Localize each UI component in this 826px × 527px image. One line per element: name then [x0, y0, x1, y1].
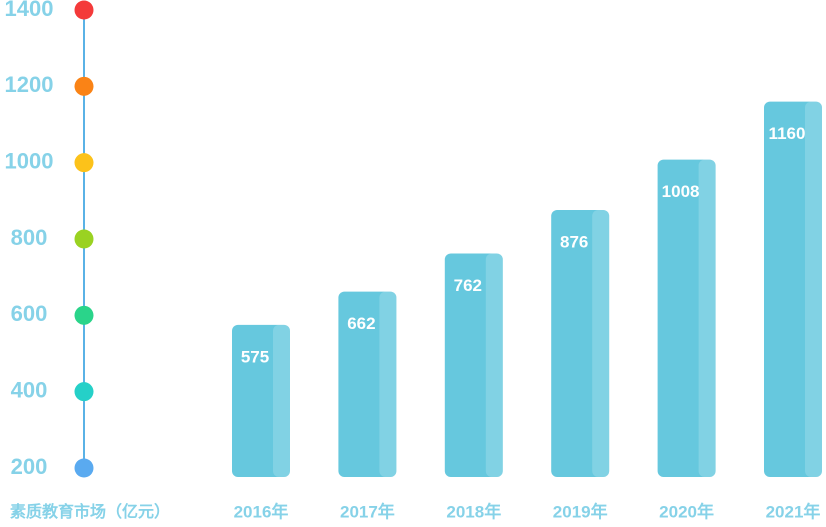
- bar-highlight: [698, 159, 716, 477]
- y-tick-label: 600: [11, 301, 48, 326]
- bar-highlight: [273, 324, 290, 477]
- value-label: 1160: [769, 124, 806, 143]
- y-tick-label: 400: [11, 377, 48, 402]
- bar-highlight: [592, 209, 610, 477]
- bar: [338, 291, 397, 477]
- y-tick-label: 1000: [5, 148, 54, 173]
- x-tick-label: 2020年: [659, 501, 714, 521]
- tick-dot: [74, 153, 94, 173]
- value-label: 876: [560, 232, 588, 251]
- tick-dot: [74, 305, 94, 325]
- tick-dot: [74, 229, 94, 249]
- y-tick-label: 800: [11, 225, 48, 250]
- value-label: 762: [454, 276, 482, 295]
- bar-highlight: [805, 101, 822, 477]
- bar-highlight: [379, 291, 397, 477]
- tick-dot: [74, 382, 94, 402]
- tick-dot: [74, 0, 94, 20]
- bar-highlight: [485, 253, 503, 477]
- y-tick-label: 200: [11, 454, 48, 479]
- y-axis-title: 素质教育市场（亿元）: [10, 502, 170, 521]
- bar: [764, 101, 822, 477]
- bar: [657, 159, 716, 477]
- value-label: 1008: [662, 182, 700, 201]
- y-tick-label: 1200: [5, 72, 54, 97]
- tick-dot: [74, 76, 94, 96]
- x-tick-label: 2019年: [553, 501, 608, 521]
- x-tick-label: 2018年: [446, 501, 501, 521]
- x-tick-label: 2016年: [234, 501, 289, 521]
- tick-dot: [74, 458, 94, 478]
- bar: [232, 324, 290, 477]
- value-label: 575: [241, 347, 269, 366]
- value-label: 662: [347, 314, 375, 333]
- bar: [551, 209, 610, 477]
- y-tick-label: 1400: [5, 0, 54, 21]
- x-tick-label: 2021年: [766, 501, 821, 521]
- bar: [444, 253, 503, 477]
- x-tick-label: 2017年: [340, 501, 395, 521]
